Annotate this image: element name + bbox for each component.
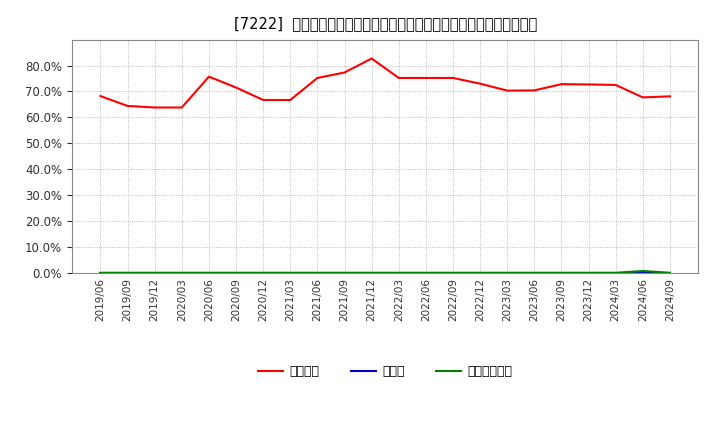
繰延税金資産 [421, 270, 430, 275]
のれん [449, 270, 457, 275]
のれん [530, 270, 539, 275]
のれん [421, 270, 430, 275]
繰延税金資産 [665, 270, 674, 275]
のれん [584, 270, 593, 275]
Legend: 自己資本, のれん, 繰延税金資産: 自己資本, のれん, 繰延税金資産 [253, 360, 517, 383]
のれん [259, 270, 268, 275]
繰延税金資産 [476, 270, 485, 275]
繰延税金資産 [449, 270, 457, 275]
自己資本 [476, 81, 485, 86]
のれん [204, 270, 213, 275]
自己資本 [530, 88, 539, 93]
自己資本 [611, 82, 620, 88]
繰延税金資産 [584, 270, 593, 275]
自己資本 [204, 74, 213, 79]
繰延税金資産 [341, 270, 349, 275]
自己資本 [286, 97, 294, 103]
繰延税金資産 [123, 270, 132, 275]
繰延税金資産 [232, 270, 240, 275]
自己資本 [232, 85, 240, 90]
自己資本 [449, 75, 457, 81]
のれん [286, 270, 294, 275]
のれん [557, 270, 566, 275]
のれん [503, 270, 511, 275]
自己資本 [178, 105, 186, 110]
のれん [341, 270, 349, 275]
自己資本 [313, 75, 322, 81]
自己資本 [639, 95, 647, 100]
自己資本 [665, 94, 674, 99]
繰延税金資産 [395, 270, 403, 275]
自己資本 [123, 103, 132, 109]
繰延税金資産 [639, 268, 647, 274]
繰延税金資産 [204, 270, 213, 275]
自己資本 [503, 88, 511, 93]
Line: 自己資本: 自己資本 [101, 59, 670, 107]
のれん [665, 270, 674, 275]
自己資本 [96, 93, 105, 99]
のれん [178, 270, 186, 275]
自己資本 [421, 75, 430, 81]
のれん [123, 270, 132, 275]
繰延税金資産 [150, 270, 159, 275]
自己資本 [584, 82, 593, 87]
自己資本 [259, 97, 268, 103]
のれん [476, 270, 485, 275]
繰延税金資産 [611, 270, 620, 275]
自己資本 [150, 105, 159, 110]
繰延税金資産 [313, 270, 322, 275]
繰延税金資産 [557, 270, 566, 275]
のれん [96, 270, 105, 275]
自己資本 [395, 75, 403, 81]
自己資本 [367, 56, 376, 61]
のれん [232, 270, 240, 275]
のれん [367, 270, 376, 275]
繰延税金資産 [96, 270, 105, 275]
繰延税金資産 [367, 270, 376, 275]
Line: 繰延税金資産: 繰延税金資産 [101, 271, 670, 273]
のれん [150, 270, 159, 275]
Title: [7222]  自己資本、のれん、繰延税金資産の総資産に対する比率の推移: [7222] 自己資本、のれん、繰延税金資産の総資産に対する比率の推移 [233, 16, 537, 32]
自己資本 [557, 81, 566, 87]
のれん [611, 270, 620, 275]
のれん [639, 270, 647, 275]
自己資本 [341, 70, 349, 75]
のれん [395, 270, 403, 275]
繰延税金資産 [178, 270, 186, 275]
繰延税金資産 [259, 270, 268, 275]
繰延税金資産 [530, 270, 539, 275]
繰延税金資産 [503, 270, 511, 275]
のれん [313, 270, 322, 275]
繰延税金資産 [286, 270, 294, 275]
